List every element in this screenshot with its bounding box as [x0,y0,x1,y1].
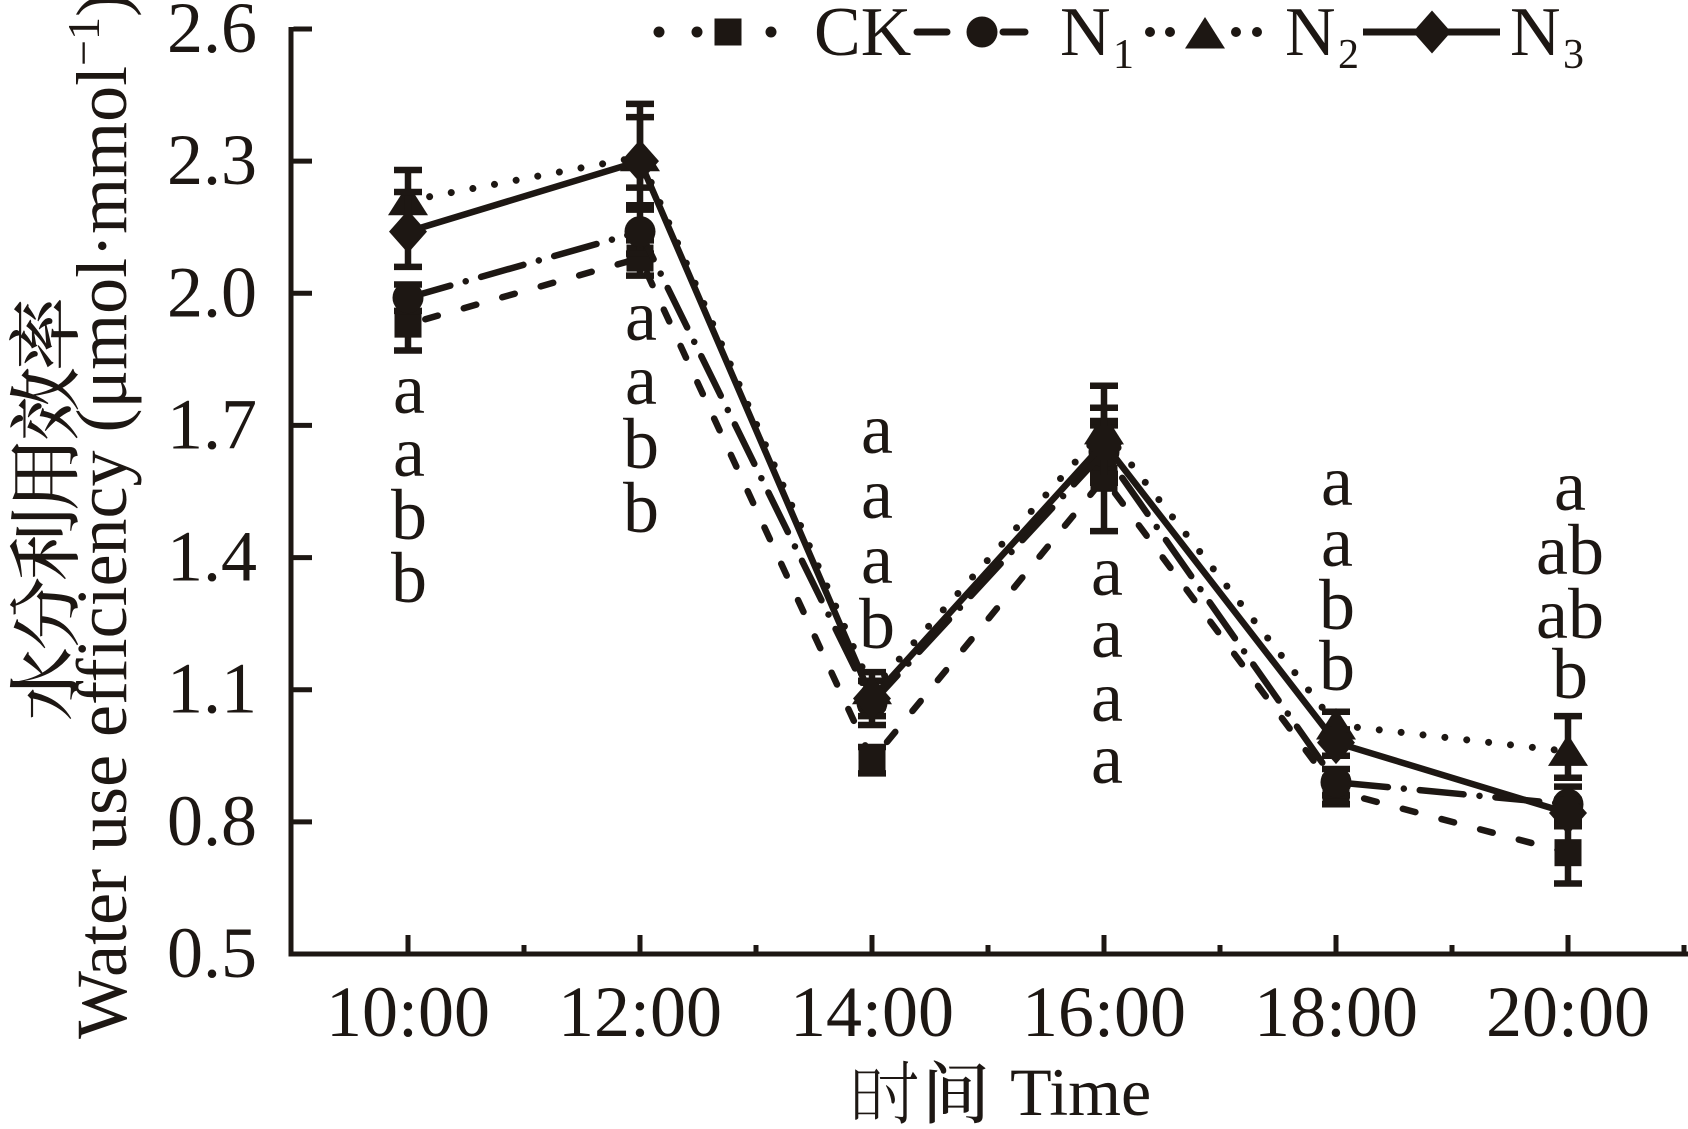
x-tick-label: 16:00 [1022,972,1186,1052]
legend-line-sample [692,27,703,38]
legend-item-CK: CK [654,0,912,71]
y-tick-label: 1.7 [167,384,257,464]
circle-marker [625,216,656,247]
x-axis-title-en: Time [1010,1054,1151,1124]
sig-letter: b [859,584,895,664]
legend-label: CK [814,0,911,71]
cjk-char-part [880,1061,917,1124]
sig-letter: b [623,468,659,548]
legend-line-sample [766,27,777,38]
square-marker [1555,839,1582,866]
x-tick-label: 14:00 [790,972,954,1052]
legend-label: N [1510,0,1561,71]
y-tick-label: 1.4 [167,517,257,597]
error-bars [394,210,1582,822]
diamond-marker [389,210,427,253]
y-tick-label: 0.5 [167,913,257,993]
y-tick-label: 2.0 [167,252,257,332]
legend-label: N [1060,0,1111,71]
sig-letter: b [1319,626,1355,706]
y-tick-label: 1.1 [167,649,257,729]
cjk-char [930,1060,986,1123]
circle-marker [1321,767,1352,798]
y-axis-title-en: Water use efficiency (μmol·mmol−1) [58,0,142,1039]
legend-line-sample [654,27,665,38]
series-N2 [388,104,1588,778]
y-tick-label: 2.6 [167,0,257,68]
legend-triangle-marker [1185,17,1225,49]
error-bars [394,117,1582,826]
legend-line-sample [1145,27,1155,37]
y-ticks [294,29,313,954]
x-tick-label: 20:00 [1486,972,1650,1052]
cjk-char-part [855,1069,880,1120]
y-tick-label: 2.3 [167,120,257,200]
x-axis-title: Time [855,1054,1151,1124]
markers [395,245,1582,867]
markers [393,216,1584,820]
markers [388,140,1588,766]
legend-line-sample [1252,27,1262,37]
sig-letter: a [1091,719,1123,799]
square-marker [395,311,422,338]
legend-label: N [1285,0,1336,71]
error-bars [394,104,1582,778]
series-N3 [389,117,1587,834]
legend-square-marker [715,19,742,46]
circle-marker [393,282,424,313]
x-axis-title-cn [855,1060,985,1123]
legend-line-sample [1231,27,1241,37]
diamond-marker [621,140,659,183]
series-line-dashdot [408,232,1568,805]
legend-circle-marker [967,17,998,48]
legend-label-sub: 2 [1338,32,1359,78]
sig-letter: b [1552,634,1588,714]
square-marker [859,747,886,774]
x-tick-labels: 10:00 12:00 14:00 16:00 18:00 20:00 [326,972,1650,1052]
legend-diamond-marker [1413,11,1451,54]
sig-letter: b [391,538,427,618]
legend-line-sample [1165,27,1175,37]
x-ticks [408,935,1684,952]
y-tick-labels: 0.5 0.8 1.1 1.4 1.7 2.0 2.3 2.6 [167,0,257,993]
x-tick-label: 10:00 [326,972,490,1052]
series-line-solid [408,161,1568,813]
legend-label-sub: 1 [1113,32,1134,78]
markers [389,140,1587,835]
x-tick-label: 18:00 [1254,972,1418,1052]
x-tick-label: 12:00 [558,972,722,1052]
axes [289,27,1688,957]
y-tick-label: 0.8 [167,781,257,861]
legend-label-sub: 3 [1563,32,1584,78]
series-N1 [393,210,1584,822]
y-axis-title-en-text: Water use efficiency (μmol·mmol−1) [58,0,142,1039]
